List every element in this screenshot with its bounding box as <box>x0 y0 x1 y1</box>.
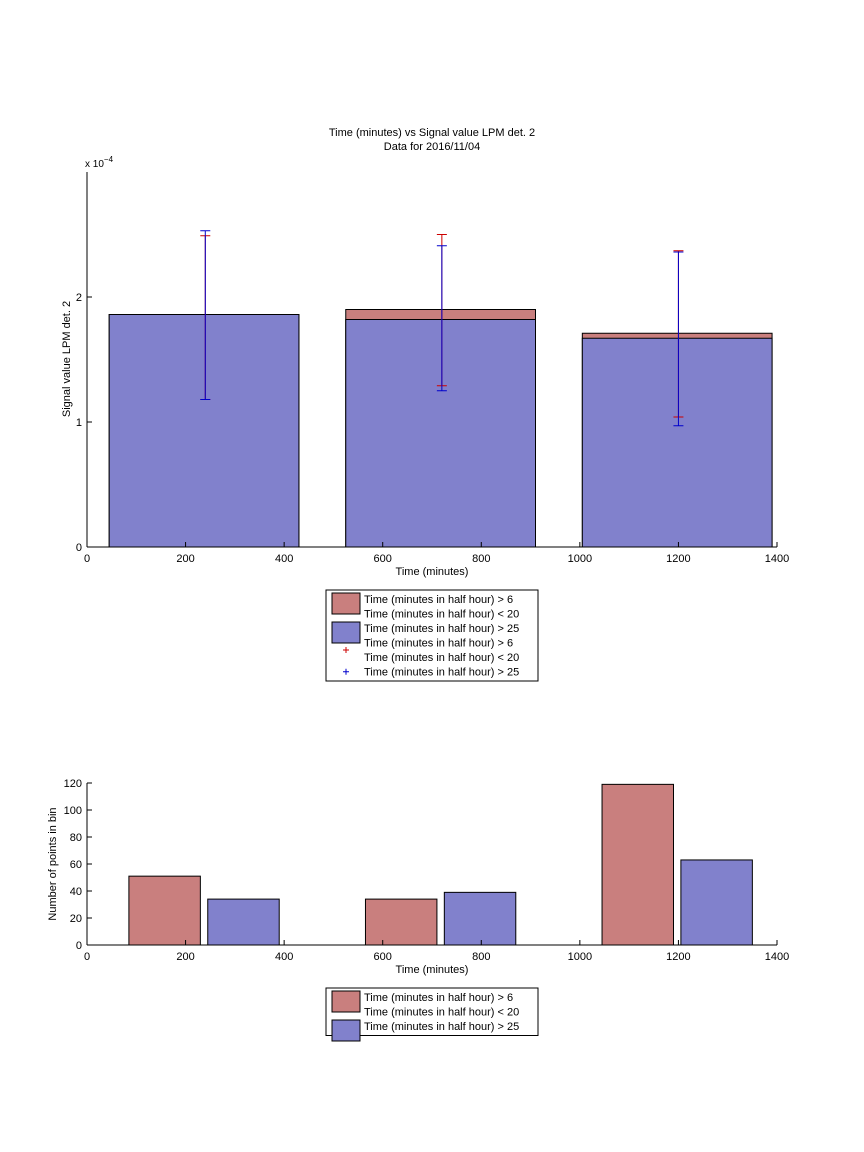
legend-label: Time (minutes in half hour) > 6 <box>364 638 513 650</box>
x-tick-label: 1000 <box>568 951 592 963</box>
count-bars <box>128 783 753 946</box>
x-tick-label: 1000 <box>568 553 592 565</box>
legend-label: Time (minutes in half hour) < 20 <box>364 652 519 664</box>
legend-swatch <box>331 621 361 644</box>
count-legend: Time (minutes in half hour) > 6 Time (min… <box>325 987 539 1042</box>
legend-label: Time (minutes in half hour) > 25 <box>364 623 519 635</box>
y-tick-label: 20 <box>70 913 82 925</box>
y-axis-label: Signal value LPM det. 2 <box>61 301 73 417</box>
bar-blue <box>443 891 517 946</box>
x-tick-label: 200 <box>176 553 194 565</box>
count-axes: 0 200 400 600 800 1000 1200 1400 0 20 40 60 80 100 120 <box>64 778 790 963</box>
legend-swatch <box>331 592 361 615</box>
y-tick-label: 120 <box>64 778 82 790</box>
y-axis-label: Number of points in bin <box>47 807 59 920</box>
chart-subtitle: Data for 2016/11/04 <box>384 141 480 153</box>
x-tick-label: 0 <box>84 553 90 565</box>
y-tick-label: 40 <box>70 886 82 898</box>
x-tick-label: 400 <box>275 553 293 565</box>
legend-box <box>325 987 539 1036</box>
x-tick-label: 200 <box>176 951 194 963</box>
y-tick-label: 100 <box>64 805 82 817</box>
x-tick-label: 1400 <box>765 951 789 963</box>
x-tick-label: 800 <box>472 553 490 565</box>
legend-label: Time (minutes in half hour) < 20 <box>364 1007 519 1019</box>
x-tick-label: 1200 <box>666 951 690 963</box>
signal-legend: Time (minutes in half hour) > 6 Time (min… <box>325 589 539 682</box>
count-chart: 0 200 400 600 800 1000 1200 1400 0 20 40 60 80 100 120… <box>47 778 790 1042</box>
x-tick-label: 600 <box>374 951 392 963</box>
bar-blue <box>345 319 536 548</box>
x-tick-label: 0 <box>84 951 90 963</box>
x-axis-label: Time (minutes) <box>396 964 469 976</box>
signal-chart: Time (minutes) vs Signal value LPM det. … <box>61 127 789 682</box>
bar-blue <box>581 337 773 548</box>
legend-label: Time (minutes in half hour) > 25 <box>364 1021 519 1033</box>
bar-blue <box>207 898 280 946</box>
exponent-label: x 10−4 <box>85 155 114 170</box>
signal-error-bars <box>200 230 684 427</box>
x-axis-label: Time (minutes) <box>396 566 469 578</box>
legend-label: Time (minutes in half hour) < 20 <box>364 609 519 621</box>
bar-blue <box>108 314 300 548</box>
legend-swatch <box>331 1019 361 1042</box>
x-tick-label: 600 <box>374 553 392 565</box>
bar-red <box>601 783 674 946</box>
legend-box <box>325 589 539 682</box>
x-tick-label: 1400 <box>765 553 789 565</box>
legend-label: Time (minutes in half hour) > 25 <box>364 667 519 679</box>
bar-blue <box>680 859 753 946</box>
y-tick-label: 60 <box>70 859 82 871</box>
y-tick-label: 0 <box>76 542 82 554</box>
y-tick-label: 1 <box>76 417 82 429</box>
x-tick-label: 400 <box>275 951 293 963</box>
signal-bars <box>108 309 773 548</box>
y-tick-label: 80 <box>70 832 82 844</box>
bar-red <box>128 875 201 946</box>
bar-red <box>364 898 438 946</box>
y-tick-label: 0 <box>76 940 82 952</box>
x-tick-label: 1200 <box>666 553 690 565</box>
x-tick-label: 800 <box>472 951 490 963</box>
legend-label: Time (minutes in half hour) > 6 <box>364 992 513 1004</box>
legend-label: Time (minutes in half hour) > 6 <box>364 594 513 606</box>
signal-axes: 0 200 400 600 800 1000 1200 1400 0 1 2 <box>76 172 789 565</box>
chart-title: Time (minutes) vs Signal value LPM det. … <box>329 127 535 139</box>
legend-swatch <box>331 990 361 1013</box>
y-tick-label: 2 <box>76 292 82 304</box>
